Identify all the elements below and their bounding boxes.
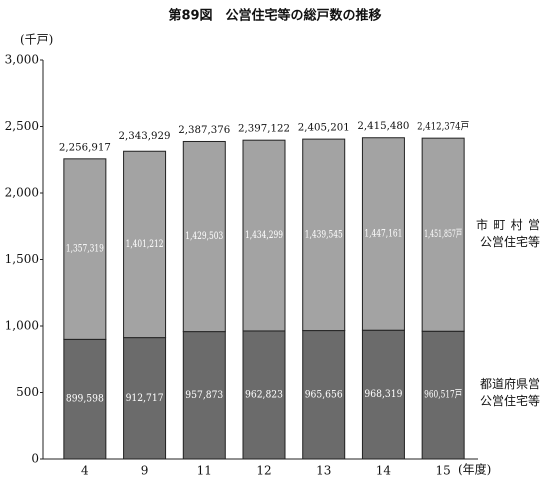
value-label: 960,517戸 <box>424 389 462 401</box>
y-tick-label: 3,000 <box>5 53 39 67</box>
y-tick-label: 0 <box>31 452 39 466</box>
legend-label: 都道府県営公営住宅等 <box>480 376 540 408</box>
value-label: 1,429,503 <box>185 231 223 242</box>
value-label: 957,873 <box>185 390 223 401</box>
x-tick-label: 13 <box>316 464 331 478</box>
value-label: 965,656 <box>305 389 343 400</box>
value-label: 912,717 <box>126 393 164 404</box>
value-label: 1,357,319 <box>66 244 104 255</box>
x-tick-label: 9 <box>141 464 149 478</box>
bar-segment <box>123 150 167 339</box>
bar-segment <box>361 137 405 331</box>
bar-segment <box>421 137 465 332</box>
value-label: 1,447,161 <box>364 228 402 239</box>
bar-segment <box>302 330 346 460</box>
value-label: 968,319 <box>364 389 402 400</box>
bar-segment <box>182 140 226 333</box>
x-tick-label: 4 <box>81 464 89 478</box>
bar-segment <box>63 158 107 340</box>
total-label: 2,415,480 <box>357 121 409 132</box>
x-tick-label: 15 <box>436 464 451 478</box>
total-label: 2,387,376 <box>178 125 230 136</box>
total-label: 2,256,917 <box>59 142 111 153</box>
bar-segment <box>182 331 226 460</box>
total-label: 2,412,374戸 <box>417 121 469 133</box>
chart-title: 第89図 公営住宅等の総戸数の推移 <box>168 8 381 24</box>
value-label: 1,434,299 <box>245 230 283 241</box>
x-axis-label: (年度) <box>458 462 491 477</box>
bar-segment <box>242 139 286 332</box>
y-tick-label: 2,000 <box>5 186 39 200</box>
y-tick-label: 2,500 <box>5 119 39 133</box>
value-label: 1,439,545 <box>305 229 343 240</box>
value-label: 1,451,857戸 <box>424 228 462 240</box>
bar-segment <box>123 337 167 460</box>
y-axis-label: (千戸) <box>20 33 53 47</box>
bar-segment <box>302 138 346 332</box>
x-tick-label: 12 <box>256 464 271 478</box>
legend-label: 市町村営公営住宅等 <box>476 217 540 249</box>
value-label: 1,401,212 <box>126 239 164 250</box>
total-label: 2,343,929 <box>119 131 171 142</box>
x-tick-label: 11 <box>197 464 212 478</box>
y-tick-label: 500 <box>16 385 39 399</box>
y-tick-label: 1,500 <box>5 252 39 266</box>
bar-segment <box>63 338 107 460</box>
y-tick-label: 1,000 <box>5 319 39 333</box>
value-label: 962,823 <box>245 389 283 400</box>
x-tick-label: 14 <box>376 464 392 478</box>
value-label: 899,598 <box>66 394 104 405</box>
total-label: 2,397,122 <box>238 124 290 135</box>
total-label: 2,405,201 <box>298 123 350 134</box>
